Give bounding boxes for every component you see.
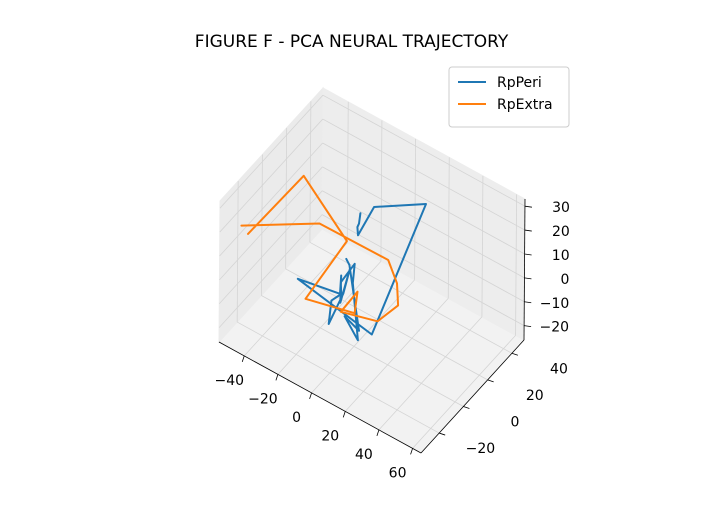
grid-line-z xyxy=(218,214,323,328)
x-tick xyxy=(309,392,312,400)
x-tick xyxy=(376,429,380,437)
grid-line-z xyxy=(322,118,525,231)
x-tick xyxy=(410,448,413,455)
grid-line-x xyxy=(378,316,483,431)
x-tick-label: −40 xyxy=(214,373,244,389)
series-line-rpextra xyxy=(240,174,400,323)
y-tick-label: 40 xyxy=(550,361,568,377)
y-tick-label: −20 xyxy=(466,441,496,457)
grid-line-x xyxy=(515,194,517,336)
grid-line-x xyxy=(481,175,484,317)
series-line-rpperi xyxy=(296,203,427,342)
z-tick xyxy=(524,277,532,280)
grid-line-y xyxy=(309,241,513,354)
grid-line-z xyxy=(219,118,324,233)
x-tick-label: 20 xyxy=(321,428,339,444)
z-tick xyxy=(524,325,532,328)
z-tick-label: 0 xyxy=(561,272,570,288)
grid-line-x xyxy=(344,298,449,412)
z-tick-label: −20 xyxy=(540,320,570,336)
y-tick-label: 0 xyxy=(510,414,519,430)
x-tick xyxy=(241,355,245,363)
grid-line-z xyxy=(219,166,323,281)
y-tick xyxy=(487,379,494,383)
z-tick xyxy=(524,301,532,304)
grid-line-x xyxy=(447,157,450,299)
grid-line-y xyxy=(236,321,440,434)
data-series xyxy=(240,174,427,342)
grid-line-z xyxy=(219,94,324,209)
legend: RpPeri RpExtra xyxy=(448,66,570,128)
z-tick-label: 10 xyxy=(552,248,570,264)
axes-panes xyxy=(218,86,526,454)
grid-line-x xyxy=(243,242,348,357)
y-tick xyxy=(463,406,470,409)
z-axis-line xyxy=(523,198,526,341)
x-axis-line xyxy=(218,341,422,454)
legend-label-rpextra: RpExtra xyxy=(497,97,553,113)
y-tick xyxy=(439,432,446,436)
legend-label-rpperi: RpPeri xyxy=(497,75,542,91)
z-tick xyxy=(524,205,533,208)
z-tick xyxy=(524,253,532,256)
grid-line-y xyxy=(285,127,288,269)
x-tick-label: 40 xyxy=(355,447,373,463)
x-tick xyxy=(275,374,279,381)
x-tick-label: 0 xyxy=(292,410,301,426)
x-tick xyxy=(342,411,346,418)
grid-line-y xyxy=(261,295,464,407)
grid-line-x xyxy=(346,101,349,243)
grid-line-z xyxy=(219,142,323,257)
x-tick-label: −20 xyxy=(248,391,278,407)
grid-line-z xyxy=(322,166,525,279)
x-tick-label: 60 xyxy=(389,465,407,481)
grid-line-z xyxy=(218,190,323,305)
z-tick-label: 30 xyxy=(552,200,570,216)
grid-line-z xyxy=(322,94,526,207)
grid-line-y xyxy=(309,101,312,243)
grid-line-z xyxy=(322,142,525,255)
y-tick xyxy=(511,352,519,356)
chart-title: FIGURE F - PCA NEURAL TRAJECTORY xyxy=(194,32,509,52)
z-tick-label: 20 xyxy=(552,224,570,240)
axis-lines xyxy=(218,198,526,454)
grid-line-y xyxy=(236,181,239,323)
z-tick-label: −10 xyxy=(540,296,570,312)
y-axis-line xyxy=(420,339,525,454)
grid-line-x xyxy=(414,138,416,280)
grid-line-z xyxy=(322,190,525,303)
grid-line-x xyxy=(380,120,383,262)
y-tick-label: 20 xyxy=(526,388,544,404)
grid-line-x xyxy=(412,335,516,449)
z-tick xyxy=(524,229,532,232)
grid-line-z xyxy=(321,214,525,327)
